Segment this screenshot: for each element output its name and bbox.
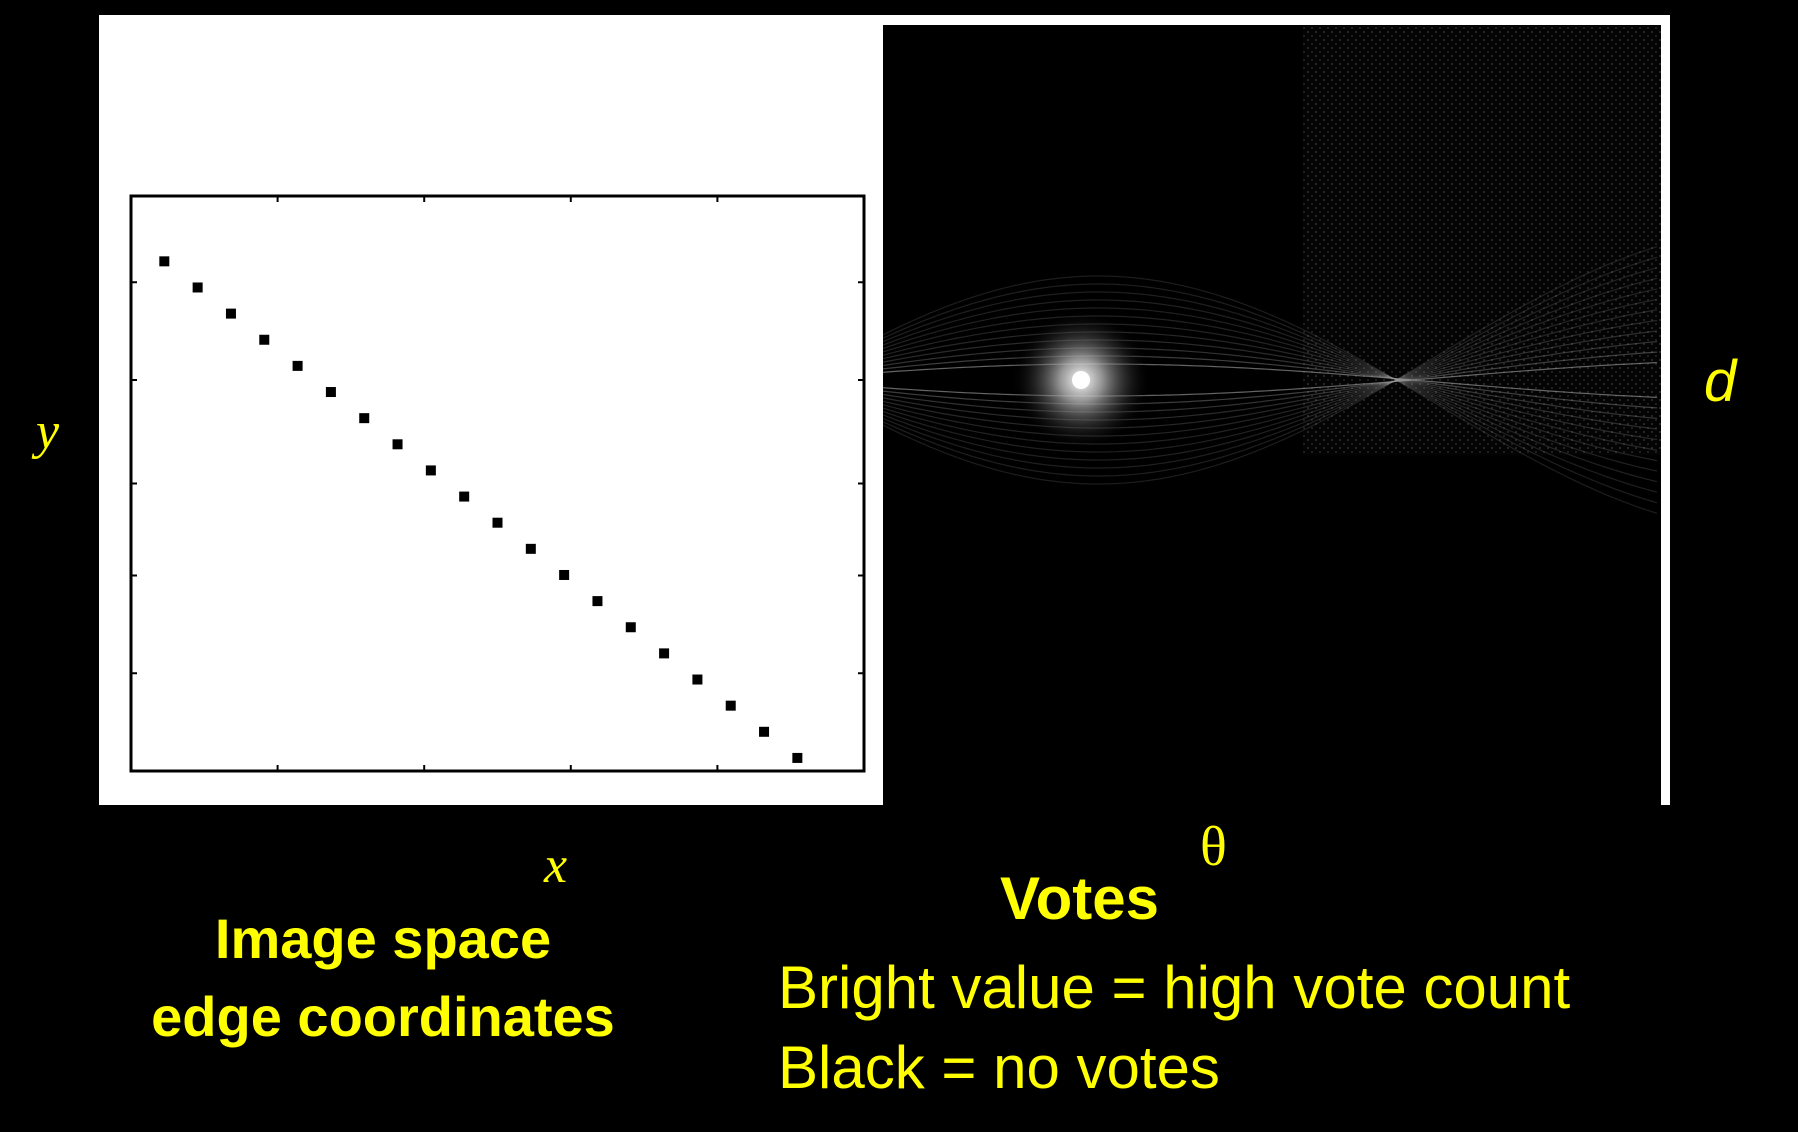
hough-accumulator-panel	[883, 15, 1670, 805]
edge-point	[559, 569, 570, 580]
edge-point	[659, 648, 670, 659]
vote-peak-center	[1072, 371, 1090, 389]
theta-axis-label: θ	[1200, 816, 1227, 878]
image-y-axis-label: y	[36, 403, 60, 460]
edge-point	[425, 465, 436, 476]
edge-point	[759, 726, 770, 737]
votes-legend-line2: Black = no votes	[778, 1034, 1220, 1101]
image-space-caption: Image space edge coordinates	[60, 900, 706, 1056]
hough-accumulator-image	[883, 25, 1661, 805]
votes-legend: Bright value = high vote count Black = n…	[778, 948, 1570, 1108]
sinusoid-curve	[883, 362, 1658, 397]
sinusoid-curve	[883, 275, 1658, 514]
sinusoid-curve	[883, 339, 1658, 430]
sinusoid-curves	[883, 246, 1658, 514]
sinusoid-curve	[883, 315, 1658, 462]
edge-point	[259, 334, 270, 345]
sinusoid-curve	[883, 355, 1658, 409]
image-space-caption-line2: edge coordinates	[151, 985, 615, 1048]
d-axis-label: d	[1704, 349, 1737, 414]
axis-ticks	[131, 196, 864, 771]
edge-point	[625, 622, 636, 633]
sinusoid-curve	[883, 256, 1658, 477]
image-space-panel	[99, 15, 883, 805]
sinusoid-curve	[883, 283, 1658, 504]
edge-point	[492, 517, 503, 528]
plot-frame	[129, 194, 866, 773]
edge-point	[225, 308, 236, 319]
edge-point	[359, 413, 370, 424]
accumulator-texture	[1303, 25, 1661, 455]
sinusoid-curve	[883, 347, 1658, 419]
edge-point	[159, 256, 170, 267]
votes-title: Votes	[1000, 865, 1159, 932]
image-space-caption-line1: Image space	[214, 907, 552, 970]
sinusoid-curve	[883, 299, 1658, 483]
sinusoid-curve	[883, 323, 1658, 451]
sinusoid-curve	[883, 319, 1658, 429]
edge-point	[292, 360, 303, 371]
sinusoid-curve	[883, 267, 1658, 469]
sinusoid-curve	[883, 277, 1658, 461]
edge-point	[192, 282, 203, 293]
edge-point	[525, 543, 536, 554]
sinusoid-curve	[883, 298, 1658, 445]
sinusoid-curve	[883, 341, 1658, 413]
sinusoid-curve	[883, 330, 1658, 421]
sinusoid-curve	[883, 246, 1658, 485]
image-space-scatter-plot	[129, 194, 866, 773]
edge-point	[325, 387, 336, 398]
sinusoid-curve	[883, 307, 1658, 472]
edge-point	[592, 596, 603, 607]
edge-point	[792, 752, 803, 763]
edge-point	[725, 700, 736, 711]
edge-point	[459, 491, 470, 502]
sinusoid-curve	[883, 363, 1658, 398]
edge-points	[159, 256, 803, 763]
image-x-axis-label: x	[544, 837, 568, 894]
sinusoid-curve	[883, 291, 1658, 493]
edge-point	[392, 439, 403, 450]
edge-point	[692, 674, 703, 685]
sinusoid-curve	[883, 351, 1658, 405]
sinusoid-curve	[883, 331, 1658, 441]
sinusoid-curve	[883, 288, 1658, 453]
sinusoid-curve	[883, 309, 1658, 437]
votes-legend-line1: Bright value = high vote count	[778, 954, 1571, 1021]
